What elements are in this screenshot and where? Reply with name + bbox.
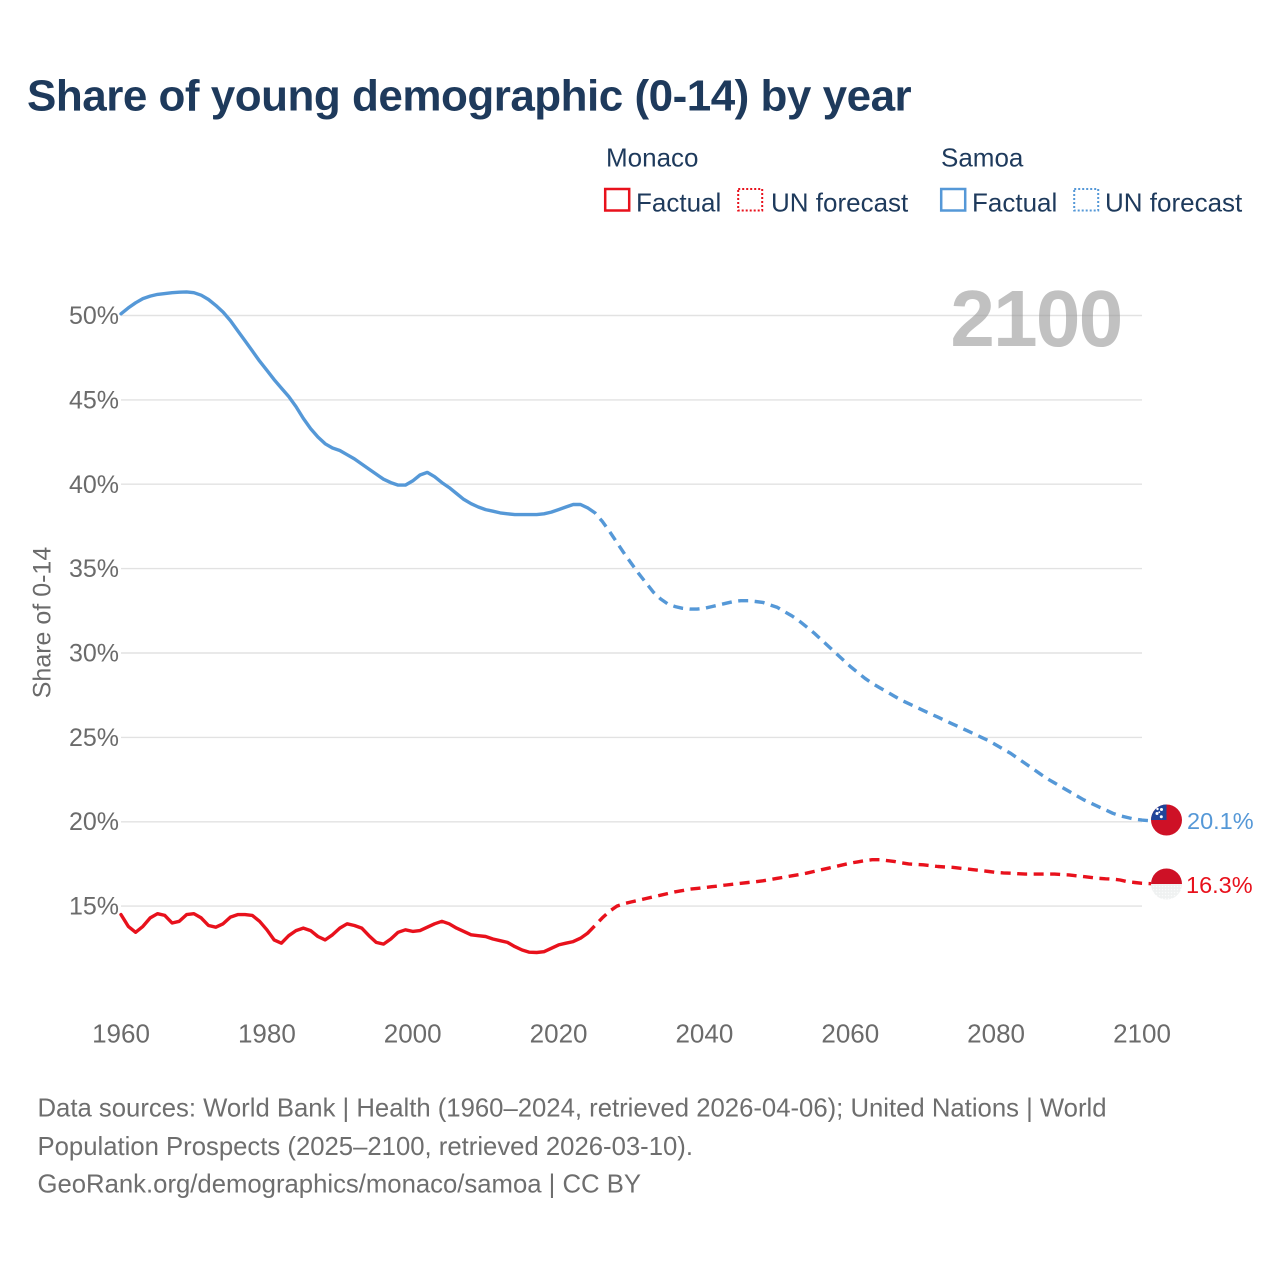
svg-text:Monaco: Monaco — [606, 143, 699, 173]
svg-text:2000: 2000 — [384, 1019, 442, 1049]
svg-text:UN forecast: UN forecast — [1105, 188, 1243, 218]
svg-text:20.1%: 20.1% — [1187, 808, 1254, 834]
svg-text:2060: 2060 — [821, 1019, 879, 1049]
svg-text:Factual: Factual — [636, 188, 721, 218]
svg-text:1980: 1980 — [238, 1019, 296, 1049]
svg-text:35%: 35% — [69, 555, 119, 583]
svg-text:30%: 30% — [69, 640, 119, 668]
svg-text:50%: 50% — [69, 302, 119, 330]
svg-text:Share of young demographic (0-: Share of young demographic (0-14) by yea… — [27, 72, 912, 121]
svg-text:16.3%: 16.3% — [1186, 872, 1253, 898]
svg-text:Factual: Factual — [972, 188, 1057, 218]
svg-text:25%: 25% — [69, 724, 119, 752]
svg-text:40%: 40% — [69, 471, 119, 499]
svg-text:45%: 45% — [69, 386, 119, 414]
svg-text:20%: 20% — [69, 808, 119, 836]
svg-text:UN forecast: UN forecast — [771, 188, 909, 218]
svg-text:2080: 2080 — [967, 1019, 1025, 1049]
svg-text:2040: 2040 — [675, 1019, 733, 1049]
svg-text:15%: 15% — [69, 893, 119, 921]
svg-text:Share of 0-14: Share of 0-14 — [29, 547, 57, 699]
svg-text:2100: 2100 — [1113, 1019, 1171, 1049]
svg-text:Samoa: Samoa — [941, 143, 1024, 173]
svg-text:Data sources: World Bank | Hea: Data sources: World Bank | Health (1960–… — [38, 1095, 1107, 1123]
svg-text:2100: 2100 — [950, 274, 1121, 363]
svg-text:GeoRank.org/demographics/monac: GeoRank.org/demographics/monaco/samoa | … — [38, 1171, 641, 1199]
svg-text:Population Prospects (2025–210: Population Prospects (2025–2100, retriev… — [38, 1133, 693, 1161]
svg-text:2020: 2020 — [530, 1019, 588, 1049]
svg-text:1960: 1960 — [92, 1019, 150, 1049]
